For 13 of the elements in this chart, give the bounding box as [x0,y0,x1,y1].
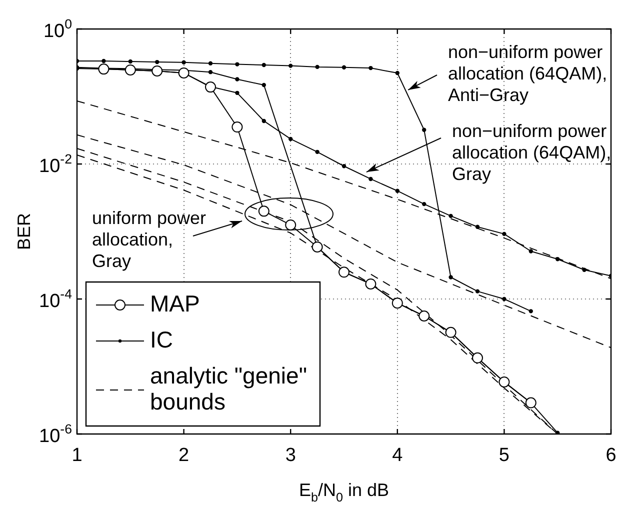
x-tick-label: 3 [285,445,296,466]
x-tick-label: 4 [392,445,404,466]
x-tick-label: 1 [72,445,82,466]
legend-label: MAP [150,290,200,316]
x-tick-label: 5 [498,445,510,466]
legend-label: IC [150,326,173,352]
x-tick-label: 6 [606,445,616,466]
annotation: non−uniform power allocation (64QAM), Gray [452,120,612,184]
y-axis-title: BER [14,212,34,250]
annotation: non−uniform power allocation (64QAM), Anti−Gray [448,42,608,105]
x-tick-label: 2 [178,445,190,466]
legend-label: analytic "genie" bounds [150,362,307,414]
annotation: uniform power allocation, Gray [92,208,206,271]
